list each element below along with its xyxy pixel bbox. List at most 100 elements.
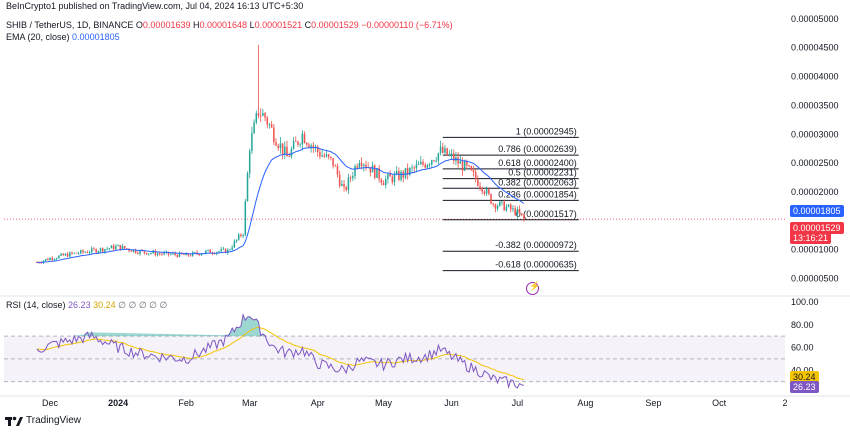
rsi-band-fill [4,336,785,382]
candle-body [363,164,365,167]
close-value: 0.00001529 [311,20,359,30]
candle-body [288,156,290,158]
candle-body [441,146,444,153]
candle-body [338,174,341,186]
candle-body [270,124,273,128]
candle-body [444,148,446,153]
ema-legend[interactable]: EMA (20, close) 0.00001805 [6,32,120,43]
candle-body [299,144,301,146]
candle-body [167,251,170,255]
candle-body [80,250,82,254]
candle-body [516,209,519,216]
candle-body [336,166,339,175]
candle-body [411,167,413,169]
candle-body [325,154,328,157]
time-axis-label: 2024 [108,398,128,408]
rsi-ma-value: 30.24 [93,300,116,310]
rsi-axis-label: 60.00 [791,343,814,353]
candle-body [158,253,161,255]
candle-body [112,245,115,250]
candle-body [347,177,350,190]
rsi-legend[interactable]: RSI (14, close) 26.23 30.24 ∅ ∅ ∅ ∅ ∅ [6,300,167,311]
candle-body [488,188,490,194]
candle-body [198,253,201,256]
candle-body [426,164,429,168]
candle-body [384,179,387,186]
candle-body [58,255,60,259]
fib-level-label: 0.618 (0.00002400) [498,158,577,168]
candle-body [308,144,310,148]
candle-body [448,154,451,156]
price-axis-label: 0.00003500 [791,100,839,110]
candle-body [134,249,137,253]
symbol-label[interactable]: SHIB / TetherUS, 1D, BINANCE [6,20,134,30]
candle-body [108,248,111,250]
price-axis-label: 0.00002000 [791,187,839,197]
candle-body [156,253,159,256]
candle-body [194,252,196,254]
rsi-lines [36,313,525,389]
candle-body [424,164,426,168]
candle-body [398,171,400,180]
candle-body [391,176,394,183]
fib-level-label: 1 (0.00002945) [516,126,577,136]
candle-body [93,248,95,250]
candle-body [117,244,119,247]
candle-body [523,214,525,219]
candle-body [404,168,407,178]
candle-body [281,143,284,155]
candle-body [327,154,330,157]
candle-body [77,253,80,255]
candle-body [237,234,240,240]
candle-body [472,170,475,173]
candle-body [121,245,124,250]
close-label: C [304,20,312,30]
candle-body [483,191,486,194]
high-value: 0.00001648 [199,20,248,30]
target-icon[interactable]: ⚡ [526,281,540,295]
candle-body [499,201,501,206]
candle-body [40,262,43,264]
candle-body [501,201,503,203]
candle-body [330,156,332,159]
candle-body [356,166,358,168]
candle-body [349,177,352,179]
candle-body [53,259,56,260]
candle-body [154,250,157,256]
candle-body [295,140,297,142]
ema-price-badge: 0.00001805 [790,205,844,217]
candle-body [474,172,477,180]
time-axis-label: Jul [512,398,524,408]
candle-body [290,148,293,157]
candle-body [507,204,510,207]
publish-info: BeInCrypto1 published on TradingView.com… [6,1,304,11]
candle-body [242,234,244,237]
candle-body [99,248,102,252]
candle-body [470,166,473,171]
candle-body [169,254,172,255]
price-axis-label: 0.00001000 [791,245,839,255]
time-axis-label: Mar [242,398,258,408]
candle-body [284,146,286,155]
candle-body [240,234,242,237]
candle-body [150,253,152,254]
candle-body [505,206,508,211]
candle-body [279,143,282,149]
candle-body [376,168,378,178]
candle-body [84,252,86,253]
fibonacci-retracement[interactable]: 1 (0.00002945) 0.786 (0.00002639) 0.618 (0… [442,126,579,272]
candle-body [187,253,190,256]
rsi-ma-path [36,326,525,381]
tradingview-footer[interactable]: TradingView [5,415,81,426]
candle-body [358,162,361,168]
candle-body [518,209,521,214]
candle-body [218,251,220,253]
candle-body [75,252,78,254]
candle-body [468,165,470,167]
candle-body [512,208,514,210]
candle-body [235,239,238,242]
candle-body [163,252,165,255]
candle-body [503,201,505,211]
last-price-badge: 0.00001529 [790,222,844,234]
